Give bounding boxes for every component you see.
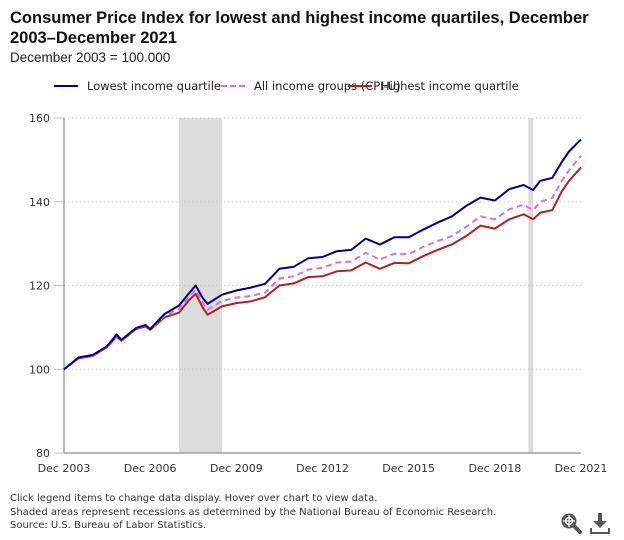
gridlines-group xyxy=(64,118,581,369)
series-line-all-income xyxy=(64,156,581,370)
footer-note-recessions: Shaded areas represent recessions as det… xyxy=(10,506,496,520)
x-tick-label: Dec 2009 xyxy=(210,462,263,475)
x-tick-label: Dec 2021 xyxy=(555,462,608,475)
x-tick-label: Dec 2003 xyxy=(38,462,91,475)
download-icon xyxy=(589,511,611,535)
x-axis: Dec 2003 Dec 2006 Dec 2009 Dec 2012 Dec 2015… xyxy=(38,453,608,475)
zoom-in-button[interactable] xyxy=(560,512,582,534)
chart-footer: Click legend items to change data displa… xyxy=(10,492,496,533)
footer-note-legend: Click legend items to change data displa… xyxy=(10,492,496,506)
y-tick-label: 100 xyxy=(29,363,50,376)
y-tick-label: 160 xyxy=(29,112,50,125)
x-tick-label: Dec 2012 xyxy=(296,462,349,475)
series-line-lowest-income xyxy=(64,139,581,369)
series-line-highest-income xyxy=(64,167,581,369)
download-button[interactable] xyxy=(589,511,611,535)
footer-note-source: Source: U.S. Bureau of Labor Statistics. xyxy=(10,519,496,533)
x-tick-label: Dec 2018 xyxy=(468,462,521,475)
y-tick-label: 140 xyxy=(29,196,50,209)
y-tick-label: 80 xyxy=(36,447,50,460)
x-tick-label: Dec 2015 xyxy=(382,462,435,475)
zoom-in-icon xyxy=(560,512,582,534)
y-axis: 80 100 120 140 160 xyxy=(29,112,64,460)
y-tick-label: 120 xyxy=(29,280,50,293)
series-group xyxy=(64,139,581,369)
x-tick-label: Dec 2006 xyxy=(124,462,177,475)
